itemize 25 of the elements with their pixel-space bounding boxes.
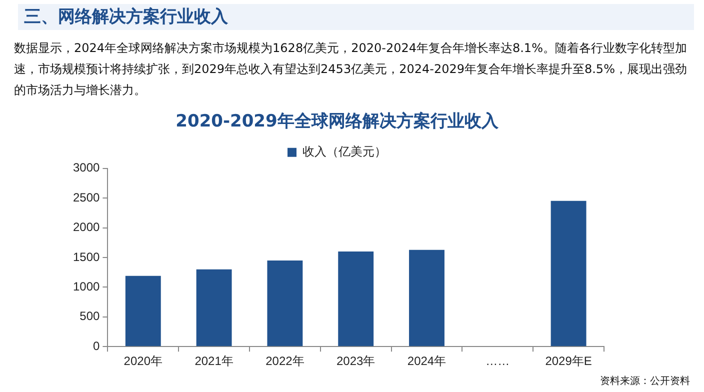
x-tick-label: 2020年 (124, 354, 162, 368)
text: 资料来源：公开资料 (600, 374, 690, 388)
legend-label: 收入（亿美元） (302, 144, 386, 159)
bar (267, 260, 303, 346)
bar (409, 250, 444, 346)
bar (125, 276, 161, 346)
bar (338, 252, 374, 346)
y-tick-label: 2500 (72, 190, 100, 204)
chart-title: 2020-2029年全球网络解决方案行业收入 (176, 110, 500, 132)
y-tick-label: 3000 (72, 160, 100, 175)
y-tick-label: 0 (93, 338, 100, 353)
x-tick-label: 2023年 (336, 354, 376, 368)
y-tick-label: 1000 (72, 280, 100, 294)
bar (196, 269, 232, 346)
y-tick-label: 1500 (72, 250, 100, 264)
bar (550, 200, 586, 346)
x-tick-label: 2022年 (266, 354, 304, 368)
x-tick-label: 2024年 (407, 354, 446, 368)
text: 三、网络解决方案行业收入 (18, 4, 694, 30)
text: 数据显示，2024年全球网络解决方案市场规模为1628亿美元，2020-2024年复合年增长率达8.1%。随着各行业数字化转型加速，市场规模预计将持续扩张，到2029年总收入有望达到2453亿美元，2024-2029年复合年增长率提升至8.5%，展现出强劲的市场活力与增长潜力。 (14, 40, 688, 99)
x-tick-label: 2029年E (545, 354, 592, 368)
x-tick-label: …… (486, 354, 510, 368)
y-tick-label: 500 (80, 309, 100, 324)
x-tick-label: 2021年 (194, 354, 234, 368)
y-tick-label: 2000 (72, 220, 100, 234)
